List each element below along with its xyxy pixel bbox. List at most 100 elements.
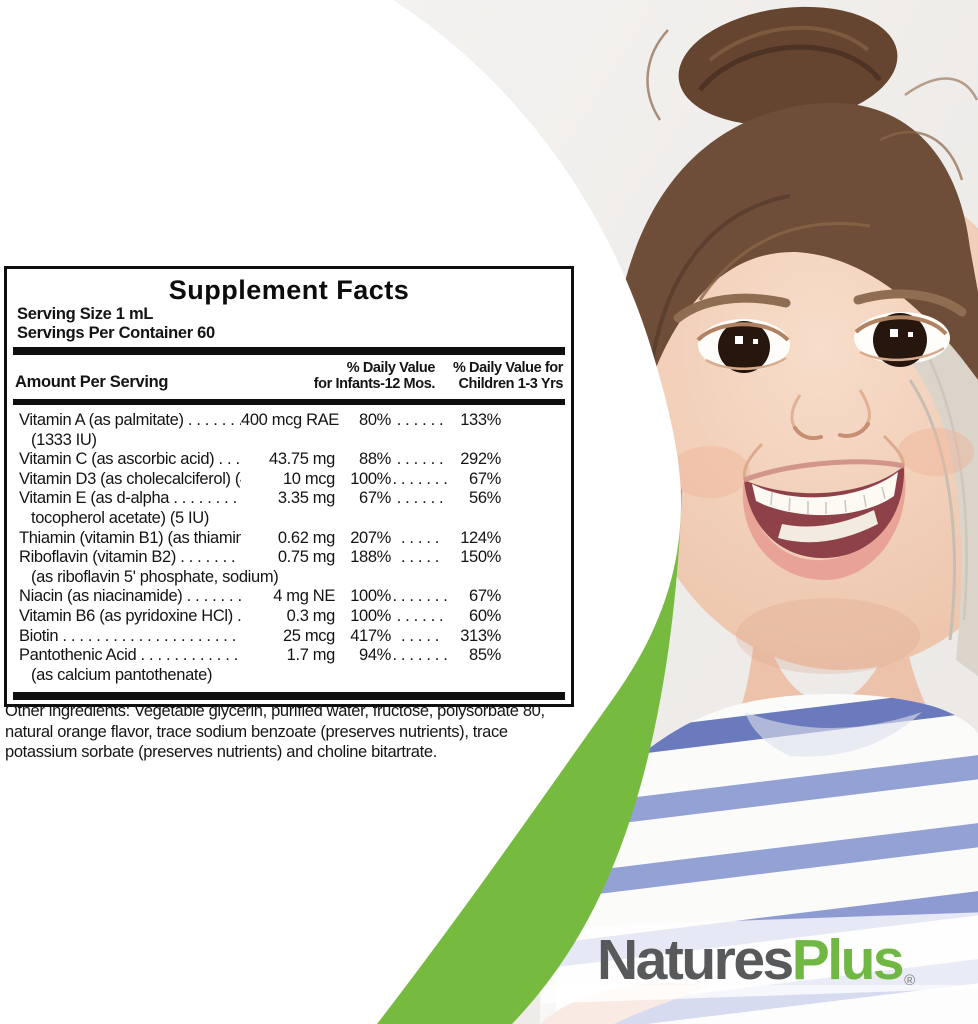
teeth-separators xyxy=(770,486,886,514)
nutrient-row: Riboflavin (vitamin B2) . . . . . . . . … xyxy=(19,548,501,568)
left-eyebrow xyxy=(673,293,791,323)
nutrient-row: Biotin . . . . . . . . . . . . . . . . .… xyxy=(19,627,501,647)
dot-leader: . . . . . xyxy=(400,548,440,567)
dv-infants-value: 80% xyxy=(359,411,391,429)
divider-bar-thin xyxy=(13,399,565,405)
dv-children-value: 56% xyxy=(469,489,501,508)
dv-infants-value: 100% xyxy=(350,587,391,606)
dv-children-value: 292% xyxy=(460,450,501,469)
nutrient-amount: 400 mcg RAE xyxy=(241,411,339,429)
logo-text-plus: Plus xyxy=(791,928,905,992)
dv-infants-value: 94% xyxy=(359,646,391,665)
nutrient-row: Vitamin C (as ascorbic acid) . . . . . .… xyxy=(19,450,501,470)
panel-title: Supplement Facts xyxy=(168,275,410,305)
nutrient-amount: 25 mcg xyxy=(282,626,335,645)
dot-leader: . . . . . . xyxy=(396,489,444,508)
divider-bar-thick xyxy=(13,347,565,355)
dv-infants-value: 100% xyxy=(350,606,391,625)
supplement-facts-panel: Supplement Facts Serving Size 1 mL Servi… xyxy=(4,266,574,708)
hair xyxy=(609,6,978,471)
hair-wisp xyxy=(904,77,978,101)
dv-infants-value: 188% xyxy=(350,548,391,567)
dv-children-value: 124% xyxy=(460,528,501,547)
dv-children-header-line2: Children 1-3 Yrs xyxy=(458,376,563,392)
nutrient-amount: 0.75 mg xyxy=(277,548,336,567)
nutrient-name: Pantothenic Acid . . . . . . . . . . . .… xyxy=(19,646,241,665)
left-eye xyxy=(696,319,790,373)
collar-shadow xyxy=(745,712,922,757)
neck xyxy=(738,600,930,714)
lower-teeth xyxy=(778,510,878,543)
dv-infants-value: 100% xyxy=(350,469,391,488)
nutrient-name: Niacin (as niacinamide) . . . . . . . . … xyxy=(19,587,241,606)
nutrient-amount: 1.7 mg xyxy=(286,646,336,665)
side-hair xyxy=(892,330,978,676)
dv-children-value: 133% xyxy=(460,411,501,429)
nutrient-row: Thiamin (vitamin B1) (as thiamine HCl) 0… xyxy=(19,529,501,549)
nutrient-row: Vitamin A (as palmitate) . . . . . . . 4… xyxy=(19,411,501,431)
nutrient-row: Vitamin E (as d-alpha . . . . . . . . . … xyxy=(19,489,501,509)
lower-lip xyxy=(742,466,906,581)
dv-infants-header-line2: for Infants-12 Mos. xyxy=(313,376,436,392)
dv-children-header-line1: % Daily Value for xyxy=(452,360,563,376)
dv-children-value: 67% xyxy=(469,587,501,606)
nose xyxy=(790,389,871,441)
nutrient-amount: 0.62 mg xyxy=(277,528,336,547)
nutrient-name: Biotin . . . . . . . . . . . . . . . . .… xyxy=(19,626,241,645)
left-cheek-blush xyxy=(670,446,750,498)
dot-leader: . . . . . . xyxy=(396,411,444,429)
dot-leader: . . . . . xyxy=(400,528,440,547)
nutrient-rows: Vitamin A (as palmitate) . . . . . . . 4… xyxy=(13,408,565,689)
nutrient-amount: 4 mg NE xyxy=(273,587,335,606)
dv-children-value: 313% xyxy=(460,626,501,645)
dv-children-value: 67% xyxy=(469,469,501,488)
serving-size: Serving Size 1 mL xyxy=(17,305,154,323)
dv-children-value: 85% xyxy=(469,646,501,665)
chin-shadow xyxy=(736,598,920,674)
nutrient-row: Pantothenic Acid . . . . . . . . . . . .… xyxy=(19,646,501,666)
dv-infants-header: % Daily Value for Infants-12 Mos. xyxy=(297,360,436,392)
upper-teeth xyxy=(752,472,898,516)
nutrient-name: Thiamin (vitamin B1) (as thiamine HCl) xyxy=(19,528,241,547)
column-header-row: Amount Per Serving % Daily Value for Inf… xyxy=(13,358,565,395)
dv-children-value: 60% xyxy=(469,606,501,625)
nutrient-row: Vitamin B6 (as pyridoxine HCl) . . . . .… xyxy=(19,607,501,627)
nutrient-name: Vitamin E (as d-alpha . . . . . . . . . … xyxy=(19,489,241,508)
nutrient-note: (as riboflavin 5' phosphate, sodium) xyxy=(31,567,279,586)
dv-children-header: % Daily Value for Children 1-3 Yrs xyxy=(435,360,563,392)
nutrient-amount: 3.35 mg xyxy=(277,489,336,508)
dv-infants-value: 67% xyxy=(359,489,391,508)
dot-leader: . . . . . . . xyxy=(392,587,448,606)
nutrient-amount: 0.3 mg xyxy=(286,606,336,625)
dot-leader: . . . . . . . xyxy=(392,646,448,665)
naturesplus-logo: NaturesPlus ® xyxy=(597,930,915,1011)
dv-infants-value: 88% xyxy=(359,450,391,469)
dv-infants-header-line1: % Daily Value xyxy=(346,360,436,376)
nutrient-name: Riboflavin (vitamin B2) . . . . . . . . … xyxy=(19,548,241,567)
mouth xyxy=(742,459,906,581)
dot-leader: . . . . . . xyxy=(396,450,444,469)
nutrient-row: Niacin (as niacinamide) . . . . . . . . … xyxy=(19,587,501,607)
nutrient-name: Vitamin A (as palmitate) . . . . . . . xyxy=(19,411,241,429)
logo-band xyxy=(538,912,978,1024)
nutrient-amount: 10 mcg xyxy=(282,469,335,488)
nutrient-name: Vitamin B6 (as pyridoxine HCl) . . . . . xyxy=(19,606,241,625)
dot-leader: . . . . . . . xyxy=(392,469,448,488)
nutrient-note: tocopherol acetate) (5 IU) xyxy=(31,508,209,527)
nutrient-row: Vitamin D3 (as cholecalciferol) (400 IU)… xyxy=(19,470,501,490)
dv-children-value: 150% xyxy=(460,548,501,567)
amount-per-serving-header: Amount Per Serving xyxy=(15,373,169,391)
divider-bar-bottom xyxy=(13,692,565,701)
right-cheek-blush xyxy=(898,428,974,476)
dot-leader: . . . . . xyxy=(400,626,440,645)
dv-infants-value: 207% xyxy=(350,528,391,547)
girl-photo-illustration xyxy=(330,0,978,1024)
nutrient-note: (1333 IU) xyxy=(31,430,97,449)
logo-text-natures: Natures xyxy=(597,928,794,992)
right-eye xyxy=(854,312,950,367)
registered-trademark-symbol: ® xyxy=(904,972,916,989)
upper-lip xyxy=(743,459,905,483)
right-eyebrow xyxy=(853,289,967,317)
hair-wisp xyxy=(646,29,669,121)
